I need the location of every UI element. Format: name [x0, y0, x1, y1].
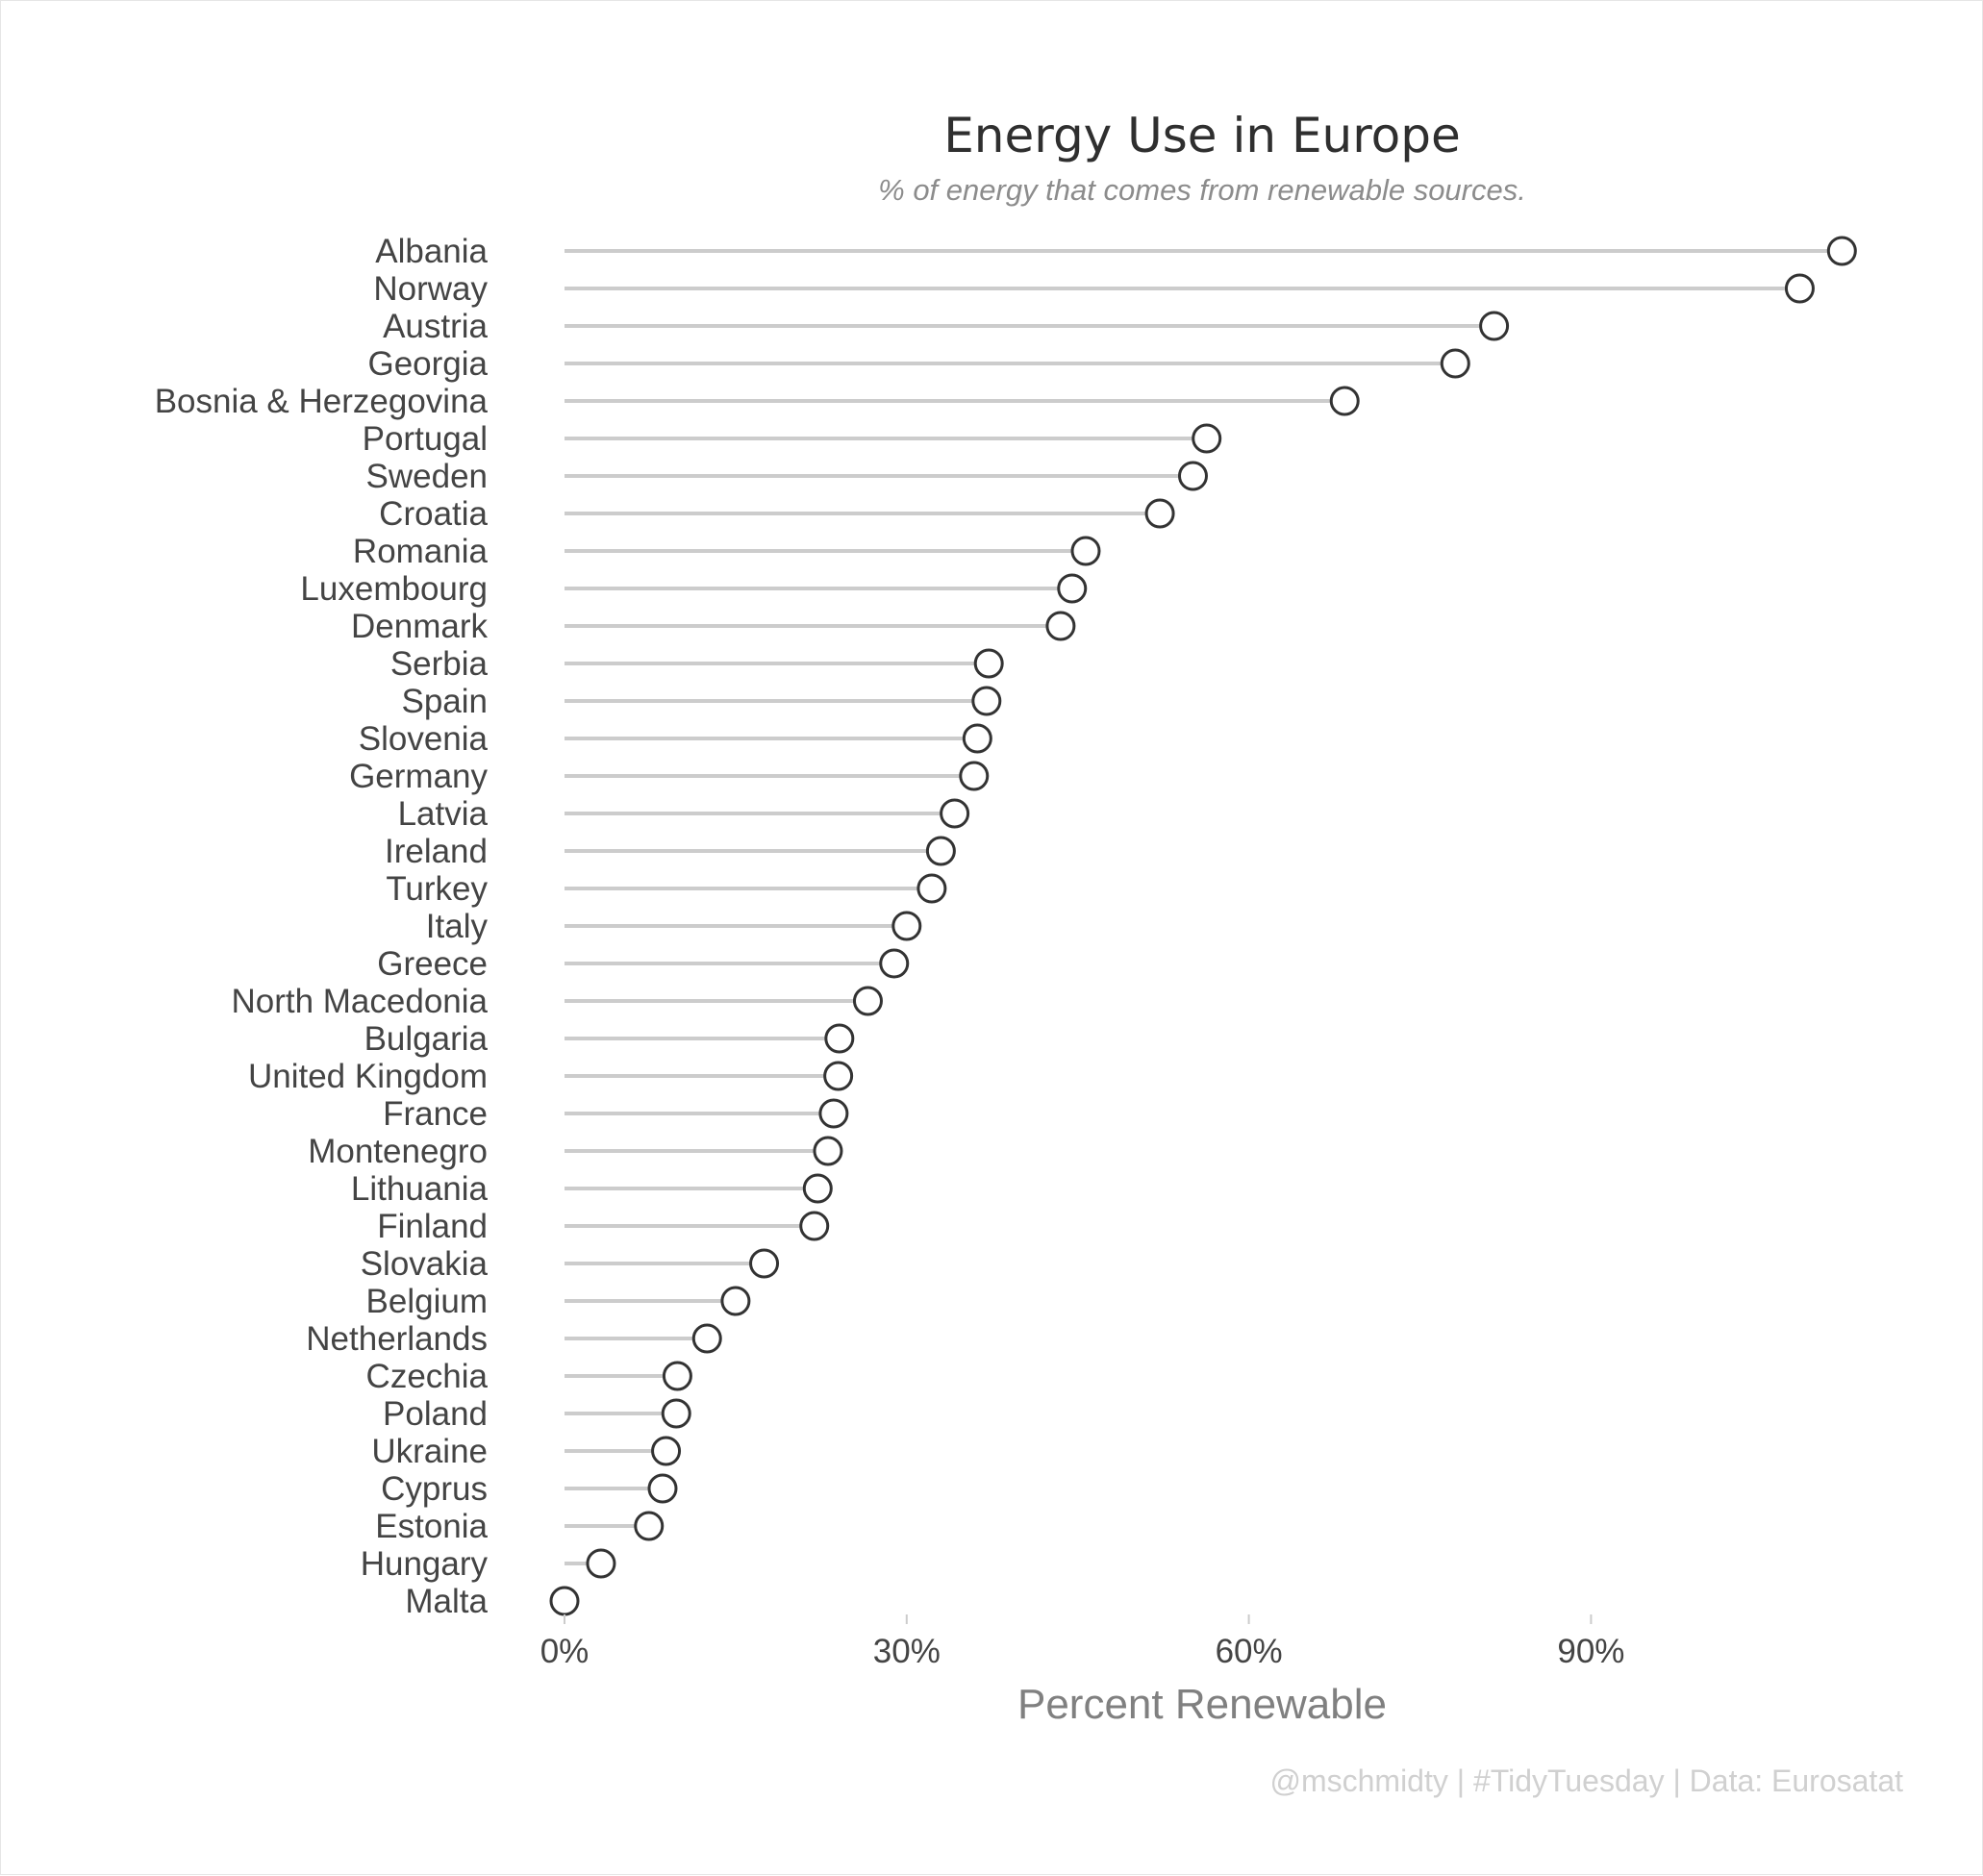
point-netherlands [691, 1323, 722, 1354]
point-italy [891, 911, 922, 941]
x-axis: 0% 30% 60% 90% [540, 1614, 1624, 1670]
point-romania [1070, 536, 1101, 566]
point-portugal [1192, 423, 1222, 454]
x-tick-label-30: 30% [873, 1633, 941, 1670]
category-label-ukraine: Ukraine [371, 1433, 488, 1470]
category-label-netherlands: Netherlands [306, 1320, 488, 1358]
chart-subtitle: % of energy that comes from renewable so… [878, 173, 1526, 207]
category-label-germany: Germany [349, 758, 488, 795]
category-label-poland: Poland [383, 1395, 488, 1433]
point-hungary [586, 1548, 616, 1579]
point-ukraine [651, 1436, 682, 1466]
point-finland [799, 1211, 830, 1241]
category-label-norway: Norway [373, 270, 488, 308]
category-label-bulgaria: Bulgaria [364, 1020, 489, 1058]
category-label-denmark: Denmark [351, 608, 488, 645]
point-latvia [940, 798, 970, 829]
category-label-austria: Austria [383, 308, 488, 345]
category-label-romania: Romania [353, 533, 489, 570]
chart-caption: @mschmidty | #TidyTuesday | Data: Eurosa… [1269, 1763, 1903, 1798]
category-label-greece: Greece [377, 945, 488, 983]
category-label-turkey: Turkey [386, 870, 488, 908]
x-tick-label-90: 90% [1557, 1633, 1624, 1670]
point-ireland [925, 836, 956, 866]
category-label-georgia: Georgia [367, 345, 488, 383]
point-czechia [662, 1361, 692, 1391]
category-label-north-macedonia: North Macedonia [231, 983, 488, 1020]
point-austria [1479, 311, 1510, 341]
category-label-hungary: Hungary [361, 1545, 489, 1583]
category-label-finland: Finland [377, 1208, 488, 1245]
category-label-spain: Spain [401, 683, 488, 720]
category-label-czechia: Czechia [366, 1358, 489, 1395]
point-luxembourg [1057, 573, 1088, 604]
category-label-portugal: Portugal [363, 420, 488, 458]
point-slovenia [962, 723, 992, 754]
category-label-malta: Malta [405, 1583, 488, 1620]
point-greece [879, 948, 910, 979]
point-bulgaria [824, 1023, 855, 1054]
category-label-croatia: Croatia [379, 495, 488, 533]
x-tick-label-60: 60% [1216, 1633, 1283, 1670]
point-croatia [1144, 498, 1175, 529]
category-label-cyprus: Cyprus [381, 1470, 488, 1508]
category-label-france: France [383, 1095, 488, 1133]
point-germany [959, 761, 990, 791]
point-albania [1826, 236, 1857, 266]
point-georgia [1440, 348, 1470, 379]
point-united-kingdom [823, 1061, 854, 1091]
point-turkey [916, 873, 947, 904]
point-north-macedonia [852, 986, 883, 1016]
category-label-united-kingdom: United Kingdom [248, 1058, 488, 1095]
point-bosnia-and-herzegovina [1329, 386, 1360, 416]
category-label-slovenia: Slovenia [359, 720, 489, 758]
point-slovakia [749, 1248, 780, 1279]
category-label-luxembourg: Luxembourg [300, 570, 488, 608]
category-label-italy: Italy [426, 908, 489, 945]
point-estonia [634, 1511, 665, 1541]
point-norway [1784, 273, 1815, 304]
category-label-sweden: Sweden [366, 458, 488, 495]
category-label-slovakia: Slovakia [361, 1245, 489, 1283]
point-serbia [973, 648, 1004, 679]
category-label-lithuania: Lithuania [351, 1170, 489, 1208]
category-label-latvia: Latvia [398, 795, 489, 833]
category-label-albania: Albania [375, 233, 488, 270]
category-label-montenegro: Montenegro [308, 1133, 488, 1170]
point-lithuania [802, 1173, 833, 1204]
category-label-serbia: Serbia [390, 645, 489, 683]
point-france [818, 1098, 849, 1129]
point-malta [549, 1586, 580, 1616]
point-sweden [1177, 461, 1208, 491]
category-label-bosnia-and-herzegovina: Bosnia & Herzegovina [155, 383, 489, 420]
x-axis-label: Percent Renewable [1017, 1681, 1387, 1728]
point-denmark [1045, 611, 1076, 641]
point-spain [971, 686, 1002, 716]
point-belgium [720, 1286, 751, 1316]
category-label-estonia: Estonia [375, 1508, 488, 1545]
x-tick-label-0: 0% [540, 1633, 590, 1670]
category-label-belgium: Belgium [366, 1283, 488, 1320]
point-cyprus [647, 1473, 678, 1504]
category-label-ireland: Ireland [385, 833, 488, 870]
chart-title: Energy Use in Europe [943, 108, 1461, 163]
point-poland [661, 1398, 691, 1429]
point-montenegro [813, 1136, 843, 1166]
